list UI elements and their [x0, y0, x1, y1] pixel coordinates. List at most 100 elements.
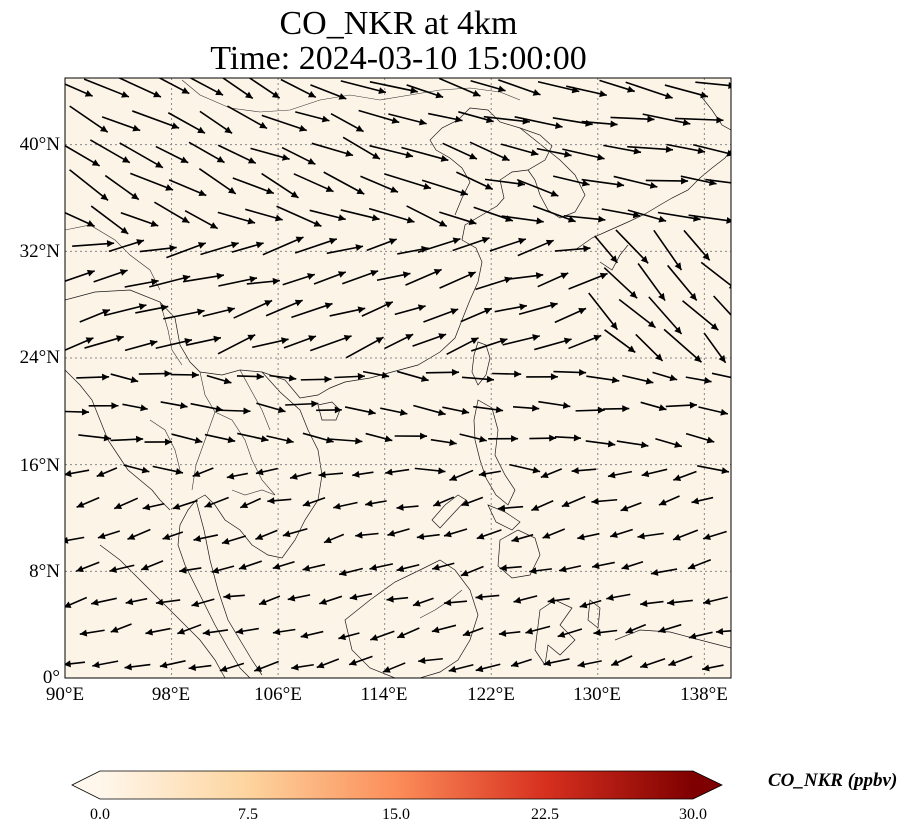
lat-tick-16n: 16°N	[19, 455, 60, 476]
wind-arrow	[170, 371, 199, 379]
wind-arrow	[388, 113, 427, 126]
wind-arrow	[78, 434, 112, 442]
wind-arrow	[253, 660, 279, 672]
wind-arrow	[603, 405, 630, 413]
wind-arrow	[603, 267, 638, 299]
colorbar-label: CO_NKR (ppbv)	[768, 770, 898, 791]
wind-arrow	[110, 373, 139, 384]
wind-arrow	[323, 171, 365, 195]
wind-arrow	[387, 528, 410, 537]
wind-arrow	[431, 624, 457, 634]
wind-arrow	[138, 370, 172, 378]
wind-arrow	[577, 532, 600, 541]
wind-arrow	[255, 529, 278, 540]
wind-arrow	[340, 209, 380, 222]
wind-arrow	[223, 592, 245, 600]
wind-arrow	[703, 332, 727, 364]
wind-arrow	[532, 205, 576, 223]
wind-arrow	[65, 469, 90, 477]
wind-arrow	[476, 529, 502, 540]
wind-arrow	[65, 337, 94, 351]
wind-arrow	[673, 470, 697, 481]
wind-arrow	[713, 295, 731, 317]
wind-arrow	[609, 528, 633, 538]
lon-tick-98e: 98°E	[151, 684, 191, 705]
wind-arrow	[431, 562, 455, 571]
wind-arrow	[394, 304, 426, 316]
wind-arrow	[585, 440, 616, 448]
wind-arrow	[526, 373, 558, 381]
coastline-sulawesi	[534, 599, 576, 666]
wind-arrow	[542, 528, 566, 539]
wind-arrow	[168, 179, 207, 197]
wind-arrow	[554, 434, 581, 442]
wind-arrow	[334, 372, 365, 380]
wind-arrow	[622, 374, 654, 385]
wind-arrow	[139, 244, 177, 253]
wind-arrow	[553, 368, 587, 376]
wind-arrow	[579, 599, 602, 609]
lat-tick-40n: 40°N	[19, 134, 60, 155]
wind-arrow	[145, 627, 171, 636]
wind-arrow	[534, 337, 572, 351]
wind-arrow	[504, 272, 544, 281]
wind-arrow	[637, 532, 664, 540]
wind-arrow	[449, 469, 474, 482]
wind-arrow	[302, 497, 326, 507]
wind-arrow	[416, 533, 440, 541]
map-title: CO_NKR at 4km	[279, 5, 518, 42]
wind-arrow	[291, 302, 333, 319]
wind-arrow	[512, 404, 540, 412]
wind-arrow	[469, 141, 510, 162]
wind-arrow	[604, 329, 636, 354]
wind-arrow	[261, 172, 299, 199]
wind-arrow	[645, 177, 689, 185]
wind-arrow	[443, 528, 468, 538]
lat-tick-0: 0°	[42, 667, 60, 688]
wind-arrow	[282, 528, 308, 538]
wind-arrow	[366, 238, 397, 252]
wind-arrow	[562, 148, 605, 161]
coastline-hainan	[317, 401, 341, 421]
wind-arrow	[342, 269, 379, 285]
wind-arrow	[204, 433, 236, 444]
wind-arrow	[119, 142, 164, 169]
wind-arrow	[309, 334, 352, 352]
wind-arrow	[492, 370, 522, 378]
wind-arrow	[615, 229, 649, 264]
wind-arrow	[261, 114, 308, 132]
wind-arrow	[386, 595, 409, 603]
wind-arrow	[640, 401, 667, 412]
wind-arrow	[642, 113, 691, 126]
wind-arrow	[323, 533, 345, 544]
wind-arrow	[166, 242, 207, 259]
wind-arrow	[313, 271, 347, 285]
wind-arrow	[663, 328, 703, 363]
wind-arrow	[149, 274, 191, 288]
wind-arrow	[287, 594, 311, 602]
wind-arrow	[428, 112, 463, 123]
wind-arrow	[265, 299, 303, 317]
wind-arrow	[171, 433, 203, 444]
wind-arrow	[289, 471, 312, 480]
wind-arrow	[272, 628, 296, 636]
wind-arrow	[529, 567, 552, 575]
wind-arrow	[159, 660, 186, 669]
wind-arrow	[188, 141, 225, 164]
coastline-malay-peninsula	[195, 499, 263, 676]
wind-arrow	[502, 334, 540, 346]
wind-arrow	[72, 240, 115, 248]
wind-arrow	[266, 435, 294, 445]
wind-arrow	[625, 623, 647, 634]
wind-arrow	[65, 536, 85, 544]
wind-arrow	[316, 658, 340, 669]
wind-arrow	[518, 302, 558, 316]
wind-arrow	[672, 529, 699, 541]
wind-arrow	[281, 146, 316, 166]
wind-arrow	[276, 205, 322, 227]
wind-arrow	[394, 432, 428, 440]
wind-arrow	[588, 292, 619, 331]
wind-arrow	[657, 623, 682, 634]
wind-arrow	[568, 334, 602, 350]
